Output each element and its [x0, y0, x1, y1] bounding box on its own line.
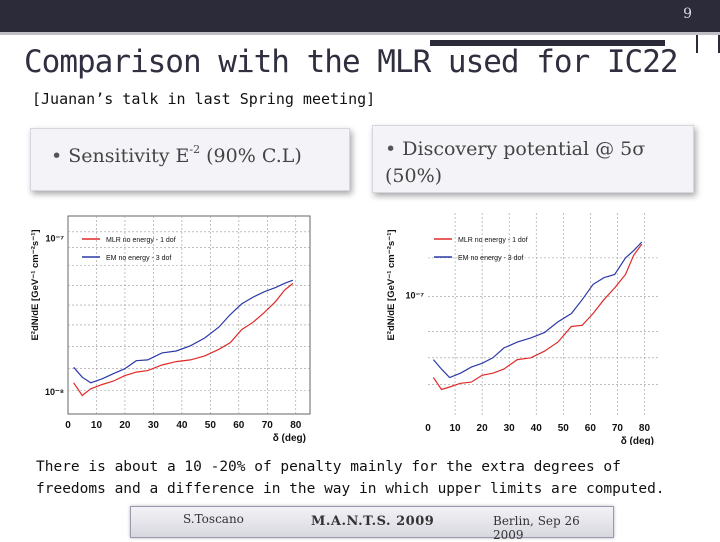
- sensitivity-box: • Sensitivity E-2 (90% C.L): [30, 128, 350, 191]
- legend-label-0: MLR no energy - 1 dof: [458, 237, 528, 244]
- series-line-0: [432, 243, 643, 391]
- bullet: •: [385, 138, 397, 160]
- discovery-box: • Discovery potential @ 5σ (50%): [372, 125, 694, 193]
- top-bar: [0, 0, 720, 32]
- x-tick-label: 40: [176, 420, 188, 431]
- footer-bar: S.Toscano M.A.N.T.S. 2009 Berlin, Sep 26…: [130, 506, 614, 542]
- discovery-text: • Discovery potential @ 5σ (50%): [385, 136, 685, 190]
- title-accent-bar: [430, 40, 665, 46]
- sensitivity-text: • Sensitivity E-2 (90% C.L): [51, 143, 302, 167]
- y-axis-label: E²dN/dE [GeV⁻¹ cm⁻²s⁻¹]: [386, 229, 397, 340]
- x-tick-label: 30: [504, 423, 516, 434]
- series-line-0: [73, 282, 294, 397]
- x-tick-label: 30: [148, 420, 160, 431]
- sensitivity-label: Sensitivity E: [68, 145, 190, 167]
- x-tick-label: 60: [585, 423, 597, 434]
- x-tick-label: 70: [612, 423, 624, 434]
- slide-number: 9: [683, 6, 692, 22]
- x-tick-label: 40: [531, 423, 543, 434]
- sensitivity-exponent: -2: [189, 143, 201, 156]
- slide-subtitle: [Juanan’s talk in last Spring meeting]: [32, 90, 376, 108]
- corner-decoration: [696, 35, 720, 53]
- footer-event: M.A.N.T.S. 2009: [311, 514, 435, 529]
- x-tick-label: 10: [449, 423, 461, 434]
- sensitivity-cl: (90% C.L): [200, 145, 302, 167]
- x-tick-label: 70: [262, 420, 274, 431]
- x-tick-label: 20: [477, 423, 489, 434]
- x-axis-label: δ (deg): [621, 436, 654, 445]
- series-line-1: [432, 241, 643, 379]
- series-line-1: [73, 279, 294, 384]
- y-tick-label: 10⁻⁸: [45, 387, 64, 397]
- x-tick-label: 10: [91, 420, 103, 431]
- x-tick-label: 0: [65, 420, 71, 431]
- sensitivity-chart: 0 10 20 30 40 50 60 70 80 δ (deg) 10⁻⁷ 10⁻⁸ E²dN/dE …: [30, 215, 311, 444]
- slide-title: Comparison with the MLR used for IC22: [24, 44, 679, 80]
- plot-frame: [67, 215, 311, 415]
- legend-label-1: EM no energy - 3 dof: [106, 255, 171, 262]
- legend-label-0: MLR no energy - 1 dof: [106, 237, 176, 244]
- footer-date: Berlin, Sep 26 2009: [493, 514, 580, 542]
- legend-label-1: EM no energy - 3 dof: [458, 255, 523, 262]
- x-tick-label: 60: [233, 420, 245, 431]
- x-axis-label: δ (deg): [273, 433, 306, 444]
- x-tick-label: 50: [205, 420, 217, 431]
- x-tick-label: 0: [425, 423, 431, 434]
- x-tick-label: 80: [290, 420, 302, 431]
- discovery-label: Discovery potential @ 5σ (50%): [385, 138, 646, 187]
- top-bar-rule: [0, 32, 720, 35]
- x-tick-label: 20: [119, 420, 131, 431]
- x-tick-label: 50: [558, 423, 570, 434]
- x-tick-label: 80: [639, 423, 651, 434]
- y-axis-label: E²dN/dE [GeV⁻¹ cm⁻²s⁻¹]: [30, 229, 41, 340]
- y-tick-label: 10⁻⁷: [406, 291, 425, 301]
- footer-author: S.Toscano: [183, 512, 244, 526]
- conclusion-note: There is about a 10 -20% of penalty main…: [36, 459, 665, 497]
- bullet: •: [51, 145, 63, 167]
- y-tick-label: 10⁻⁷: [46, 233, 65, 243]
- discovery-chart: 0 10 20 30 40 50 60 70 80 δ (deg) 10⁻⁷ E²dN/dE [GeV…: [386, 213, 658, 445]
